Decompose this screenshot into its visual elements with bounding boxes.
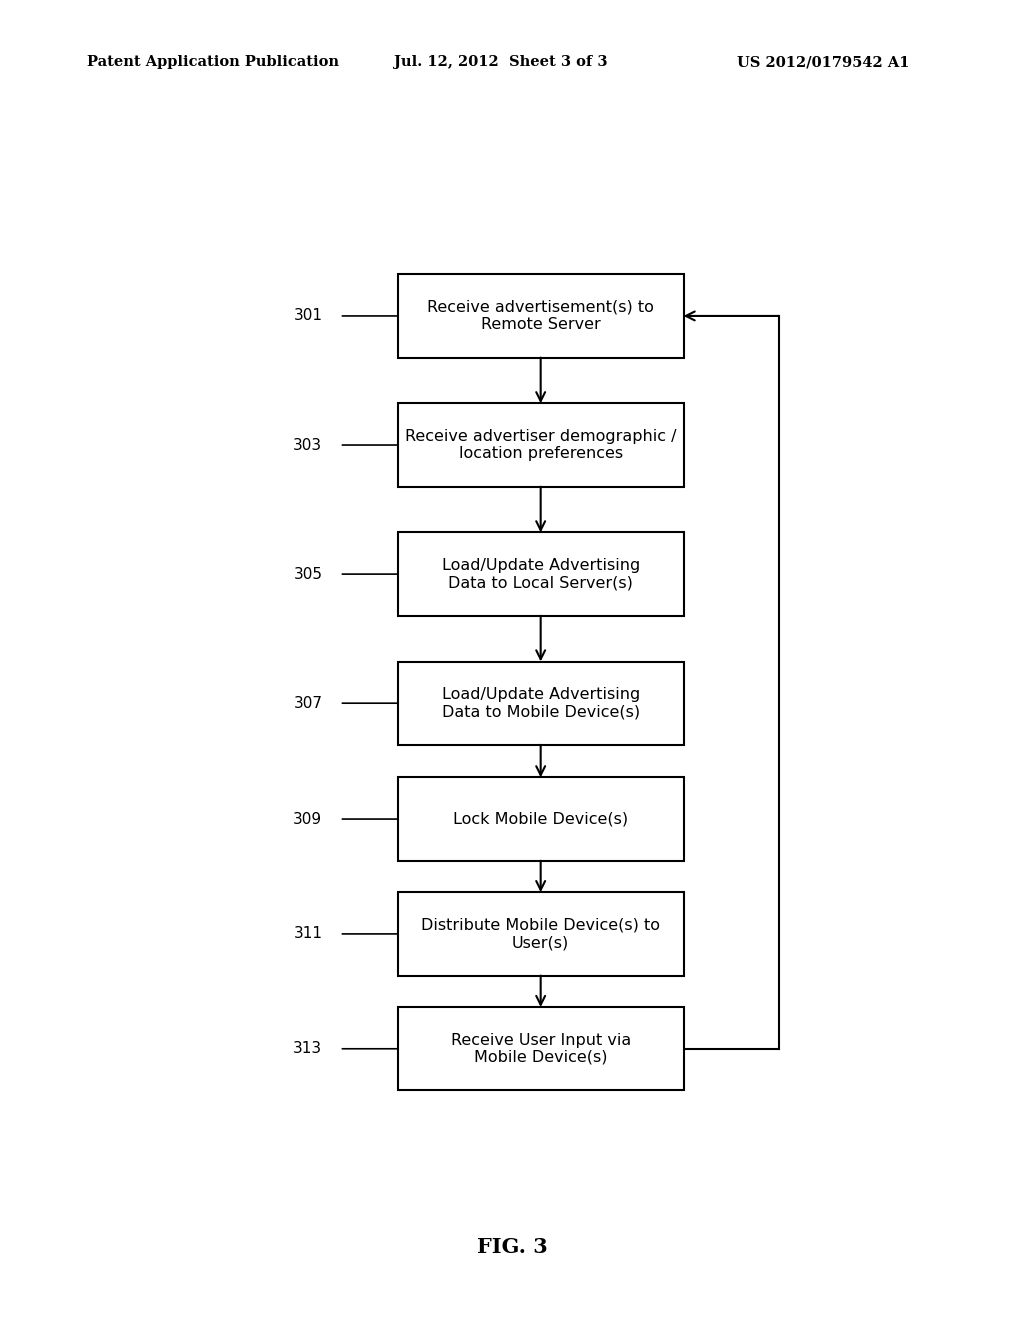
Bar (397, 777, 684, 861)
Text: Load/Update Advertising
Data to Mobile Device(s): Load/Update Advertising Data to Mobile D… (441, 686, 640, 719)
Text: Receive advertisement(s) to
Remote Server: Receive advertisement(s) to Remote Serve… (427, 300, 654, 333)
Bar (397, 275, 684, 358)
Text: Jul. 12, 2012  Sheet 3 of 3: Jul. 12, 2012 Sheet 3 of 3 (394, 55, 607, 70)
Bar (397, 892, 684, 975)
Text: 303: 303 (293, 437, 323, 453)
Text: US 2012/0179542 A1: US 2012/0179542 A1 (737, 55, 909, 70)
Bar (397, 1007, 684, 1090)
Text: Patent Application Publication: Patent Application Publication (87, 55, 339, 70)
Text: Receive User Input via
Mobile Device(s): Receive User Input via Mobile Device(s) (451, 1032, 631, 1065)
Text: 305: 305 (294, 566, 323, 582)
Bar (397, 661, 684, 744)
Text: Load/Update Advertising
Data to Local Server(s): Load/Update Advertising Data to Local Se… (441, 558, 640, 590)
Text: 307: 307 (294, 696, 323, 710)
Text: Distribute Mobile Device(s) to
User(s): Distribute Mobile Device(s) to User(s) (421, 917, 660, 950)
Text: FIG. 3: FIG. 3 (476, 1237, 548, 1258)
Text: 311: 311 (294, 927, 323, 941)
Bar (397, 532, 684, 616)
Text: 301: 301 (294, 309, 323, 323)
Text: 313: 313 (293, 1041, 323, 1056)
Text: Receive advertiser demographic /
location preferences: Receive advertiser demographic / locatio… (404, 429, 677, 461)
Text: 309: 309 (293, 812, 323, 826)
Bar (397, 404, 684, 487)
Text: Lock Mobile Device(s): Lock Mobile Device(s) (453, 812, 629, 826)
